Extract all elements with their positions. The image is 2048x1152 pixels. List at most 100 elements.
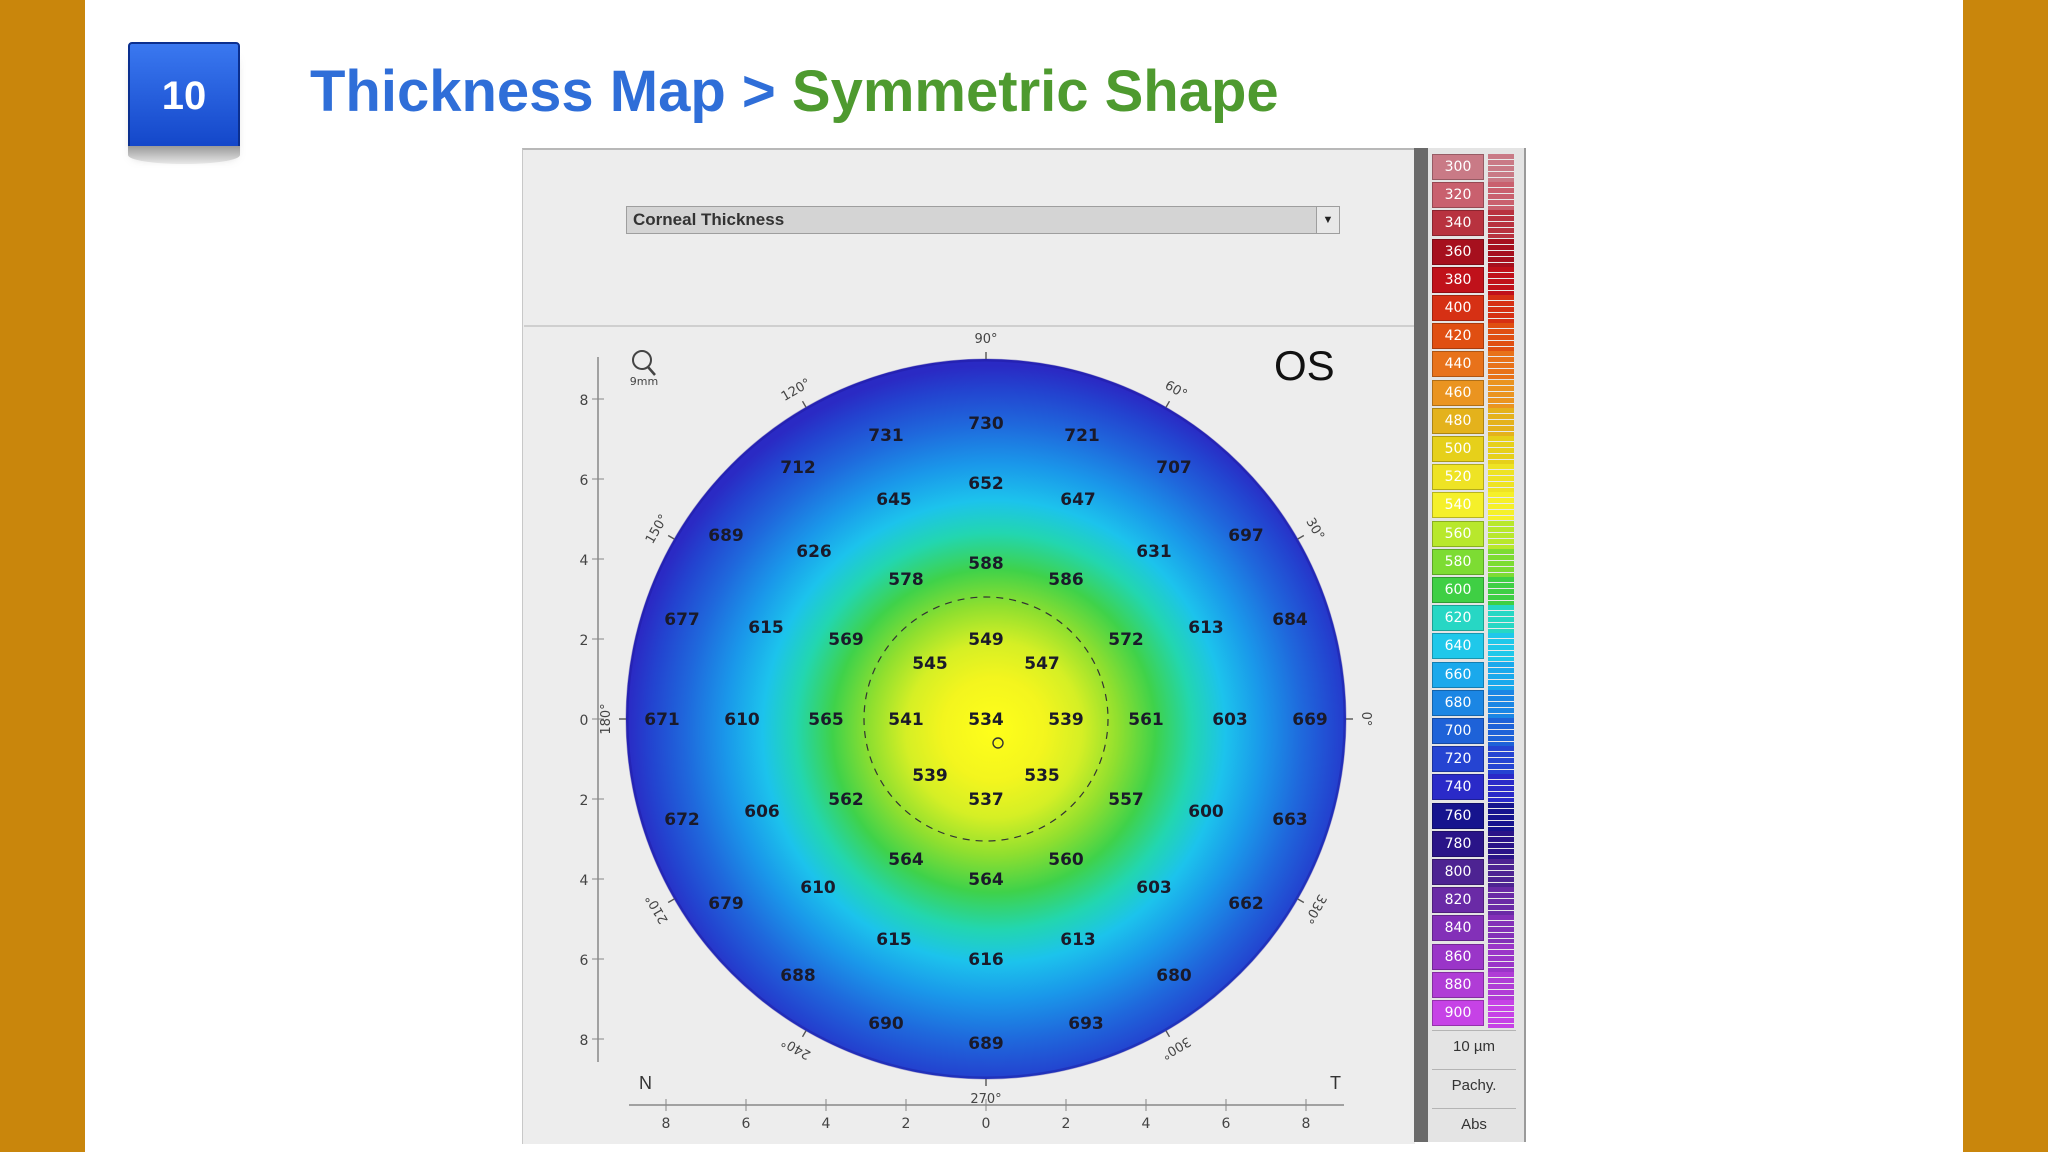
thickness-value: 588 (968, 554, 1004, 574)
thickness-disk (626, 359, 1346, 1079)
thickness-value: 578 (888, 570, 924, 590)
scale-color-bar (1488, 718, 1514, 746)
scale-swatch-label: 600 (1432, 577, 1484, 603)
scale-step-button[interactable]: 10 µm (1432, 1030, 1516, 1061)
angle-label: 150° (643, 512, 672, 547)
slide-number-badge: 10 (128, 42, 240, 150)
chevron-down-icon[interactable]: ▼ (1316, 207, 1339, 233)
thickness-value: 539 (912, 766, 948, 786)
angle-label: 0° (1358, 712, 1373, 727)
thickness-value: 615 (748, 618, 784, 638)
scale-color-bar (1488, 577, 1514, 605)
scale-swatch-label: 480 (1432, 407, 1484, 434)
title-part-sub: Symmetric Shape (791, 59, 1279, 124)
scale-swatch-label: 700 (1432, 718, 1484, 744)
thickness-value: 731 (868, 426, 904, 446)
y-tick-label: 4 (580, 873, 589, 889)
scale-swatch-label: 720 (1432, 746, 1484, 773)
central-zone-circle (863, 596, 1109, 842)
thickness-value: 730 (968, 414, 1004, 434)
thickness-value: 662 (1228, 894, 1264, 914)
y-tick-label: 4 (580, 553, 589, 569)
x-tick-label: 4 (822, 1116, 831, 1132)
scale-color-bar (1488, 689, 1514, 718)
thickness-value: 697 (1228, 526, 1264, 546)
scale-color-bar (1488, 746, 1514, 775)
scale-swatch-label: 580 (1432, 548, 1484, 575)
scale-swatch-label: 340 (1432, 210, 1484, 237)
thickness-value: 616 (968, 950, 1004, 970)
scale-swatch-label: 320 (1432, 182, 1484, 209)
angle-tick (801, 1030, 807, 1038)
scale-color-bar (1488, 323, 1514, 352)
scale-swatch-label: 300 (1432, 154, 1484, 180)
dropdown-selected-value: Corneal Thickness (633, 210, 785, 229)
thickness-value: 610 (800, 878, 836, 898)
scale-swatch-label: 780 (1432, 830, 1484, 857)
y-tick-label: 0 (580, 713, 589, 729)
map-type-dropdown[interactable]: Corneal Thickness ▼ (626, 206, 1340, 234)
angle-label: 120° (779, 376, 814, 405)
angle-label: 60° (1162, 378, 1189, 403)
scale-color-bar (1488, 464, 1514, 493)
scale-swatch-label: 400 (1432, 295, 1484, 321)
y-tick-label: 2 (580, 793, 589, 809)
thickness-value: 610 (724, 710, 760, 730)
thickness-value: 600 (1188, 802, 1224, 822)
thickness-value: 689 (708, 526, 744, 546)
y-tick-label: 8 (580, 1033, 589, 1049)
thickness-value: 603 (1212, 710, 1248, 730)
angle-tick (1297, 534, 1305, 540)
thickness-value: 564 (888, 850, 924, 870)
x-tick-label: 8 (662, 1116, 671, 1132)
scale-color-bar (1488, 182, 1514, 211)
y-tick-label: 8 (580, 393, 589, 409)
x-tick-label: 2 (1062, 1116, 1071, 1132)
scale-color-bar (1488, 379, 1514, 408)
thickness-value: 557 (1108, 790, 1144, 810)
scale-color-bar (1488, 266, 1514, 295)
thickness-value: 562 (828, 790, 864, 810)
pachy-mode-button[interactable]: Pachy. (1432, 1069, 1516, 1100)
thickness-value: 721 (1064, 426, 1100, 446)
thickness-value: 672 (664, 810, 700, 830)
thickness-value: 586 (1048, 570, 1084, 590)
thickness-value: 626 (796, 542, 832, 562)
magnifier-icon[interactable] (632, 350, 656, 376)
angle-tick (1297, 898, 1305, 904)
thickness-value: 572 (1108, 630, 1144, 650)
scale-color-bar (1488, 492, 1514, 521)
thickness-value: 541 (888, 710, 924, 730)
y-tick-label: 2 (580, 633, 589, 649)
angle-label: 270° (970, 1092, 1001, 1107)
x-tick-label: 6 (1222, 1116, 1231, 1132)
thickness-value: 680 (1156, 966, 1192, 986)
scale-color-bar (1488, 295, 1514, 323)
scale-color-bar (1488, 154, 1514, 182)
scale-swatch-label: 540 (1432, 492, 1484, 519)
x-tick-label: 4 (1142, 1116, 1151, 1132)
thickness-value: 561 (1128, 710, 1164, 730)
angle-label: 240° (779, 1033, 814, 1062)
scale-swatch-label: 560 (1432, 520, 1484, 547)
thickness-value: 631 (1136, 542, 1172, 562)
scale-color-bar (1488, 407, 1514, 436)
slide-number: 10 (161, 73, 207, 118)
thickness-value: 549 (968, 630, 1004, 650)
pupil-center-marker (992, 737, 1004, 749)
scale-color-bar (1488, 548, 1514, 577)
scale-color-bar (1488, 859, 1514, 887)
scale-color-bar (1488, 774, 1514, 803)
thickness-value: 652 (968, 474, 1004, 494)
thickness-value: 679 (708, 894, 744, 914)
panel-divider (524, 325, 1414, 327)
scale-swatch-label: 620 (1432, 605, 1484, 632)
page-title: Thickness Map > Symmetric Shape (310, 58, 1279, 125)
x-tick-label: 6 (742, 1116, 751, 1132)
scale-color-bar (1488, 436, 1514, 464)
y-tick-label: 6 (580, 953, 589, 969)
angle-label: 30° (1302, 516, 1327, 543)
thickness-value: 539 (1048, 710, 1084, 730)
angle-label: 330° (1300, 891, 1329, 926)
absolute-scale-button[interactable]: Abs (1432, 1108, 1516, 1139)
